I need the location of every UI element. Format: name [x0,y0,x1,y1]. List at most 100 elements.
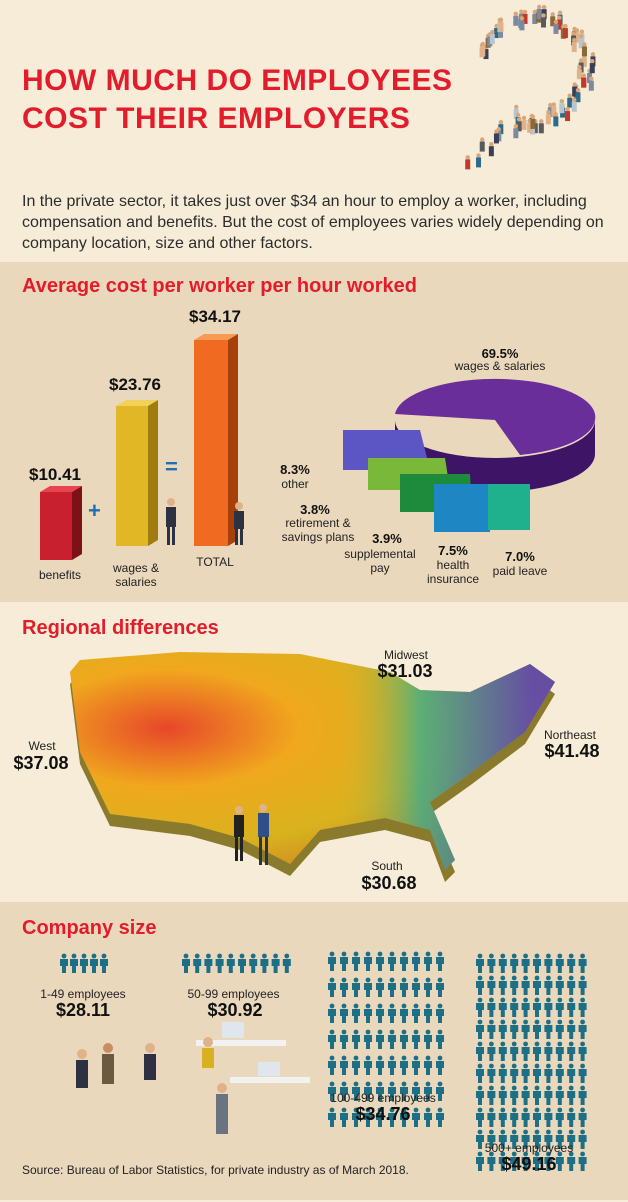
employee-person-icon [544,975,553,995]
employee-person-icon [376,1055,384,1075]
employee-person-icon [400,977,408,997]
pie-pct-paidleave: 7.0% [505,549,535,564]
employee-person-icon [510,975,519,995]
employee-person-icon [352,1081,360,1101]
crowd-person-icon [480,41,486,57]
employee-person-icon [521,1019,530,1039]
employee-person-icon [226,953,235,973]
employee-person-icon [555,1129,564,1149]
employee-person-icon [487,1019,496,1039]
employee-person-icon [80,953,88,973]
crowd-person-icon [575,88,581,103]
employee-person-icon [424,1029,432,1049]
employee-person-icon [555,953,564,973]
employee-person-icon [364,1081,372,1101]
employee-person-icon [487,1151,496,1171]
bar-total [194,340,228,546]
employee-person-icon [352,977,360,997]
region-value-midwest: $31.03 [377,661,433,681]
employee-person-icon [436,951,444,971]
employee-person-icon [424,1003,432,1023]
employee-person-icon [476,1151,484,1171]
bar-benefits-side [72,486,82,560]
size-label-50-99: 50-99 employees [187,987,280,1001]
employee-person-icon [567,1019,576,1039]
crowd-person-icon [565,106,571,122]
pie-label-retirement: retirement & savings plans [281,516,355,544]
employee-person-icon [533,1019,541,1039]
employee-person-icon [376,1081,384,1101]
employee-person-icon [352,1003,360,1023]
pie-label-wages: wages & salaries [454,359,546,373]
bar-benefits-top [40,486,82,492]
employee-person-icon [182,953,190,973]
employee-person-icon [533,1063,541,1083]
employee-person-icon [498,1151,507,1171]
employee-person-icon [521,1151,530,1171]
employee-person-icon [388,951,396,971]
bar-value-total: $34.17 [189,307,241,326]
employee-person-icon [578,1063,587,1083]
pie-slice-health [434,484,490,532]
employee-person-icon [555,1063,564,1083]
employee-person-icon [476,1085,484,1105]
page-title: HOW MUCH DO EMPLOYEES COST THEIR EMPLOYE… [22,62,502,138]
employee-person-icon [352,1107,360,1127]
employee-person-icon [510,1063,519,1083]
employee-person-icon [340,1055,348,1075]
employee-person-icon [424,1081,432,1101]
employee-person-icon [412,1055,420,1075]
region-name-northeast: Northeast [543,728,597,742]
employee-person-icon [533,1129,541,1149]
pie-slice-paidleave [488,484,530,530]
pie-pct-retirement: 3.8% [300,502,330,517]
employee-person-icon [376,1003,384,1023]
employee-person-icon [340,977,348,997]
employee-person-icon [412,1107,420,1127]
crowd-person-icon [559,98,565,114]
section-heading-cost: Average cost per worker per hour worked [22,275,417,297]
employee-person-icon [544,1041,553,1061]
employee-person-icon [578,1019,587,1039]
employee-person-icon [400,1003,408,1023]
employee-person-icon [204,953,213,973]
employee-person-icon [412,1029,420,1049]
employee-person-icon [510,1041,519,1061]
employee-person-icon [424,977,432,997]
employee-person-icon [487,1107,496,1127]
pie-pct-supplemental: 3.9% [372,531,402,546]
employee-person-icon [376,1029,384,1049]
employee-person-icon [476,1019,484,1039]
crowd-person-icon [553,19,559,34]
region-name-west: West [28,739,56,753]
employee-person-icon [436,1081,444,1101]
employee-person-icon [555,1041,564,1061]
region-name-midwest: Midwest [383,648,428,662]
crowd-person-icon [498,17,504,32]
employee-person-icon [567,953,576,973]
employee-person-icon [544,1063,553,1083]
crowd-person-icon [550,12,556,27]
employee-person-icon [567,1041,576,1061]
crowd-person-icon [581,73,587,88]
employee-person-icon [544,1107,553,1127]
employee-person-icon [340,1107,348,1127]
crowd-person-icon [551,102,557,117]
crowd-person-icon [589,58,595,74]
crowd-person-icon [572,82,578,97]
employee-person-icon [100,953,108,973]
employee-person-icon [521,1085,530,1105]
employee-person-icon [388,1081,396,1101]
employee-person-icon [521,953,530,973]
employee-person-icon [498,1041,507,1061]
employee-person-icon [487,953,496,973]
employee-person-icon [487,1085,496,1105]
employee-person-icon [400,1029,408,1049]
crowd-person-icon [489,29,495,45]
region-value-south: $30.68 [361,873,417,893]
employee-person-icon [376,1107,384,1127]
employee-person-icon [544,1151,553,1171]
crowd-person-icon [519,16,525,31]
employee-person-icon [340,1081,348,1101]
pie-label-health: health insurance [426,558,480,586]
